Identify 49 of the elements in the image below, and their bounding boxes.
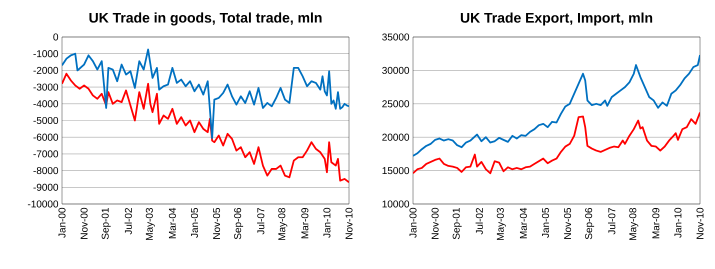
x-tick-label: Nov-05	[564, 208, 572, 239]
y-tick-label: -3000	[33, 84, 58, 91]
x-tick-label: Jul-07	[608, 208, 616, 234]
x-tick-label: Sep-06	[585, 208, 594, 240]
y-tick-label: -8000	[33, 167, 58, 174]
x-tick-label: Nov-05	[213, 208, 220, 239]
x-tick-label: Jan-05	[190, 208, 198, 238]
x-tick-label: Jul-02	[124, 208, 132, 234]
chart-title: UK Trade Export, Import, mln	[460, 12, 652, 26]
x-tick-label: Jan-00	[58, 208, 66, 238]
y-tick-label: -7000	[33, 150, 58, 158]
y-tick-label: 35000	[382, 33, 410, 41]
x-tick-label: Nov-00	[432, 208, 439, 239]
y-tick-label: -6000	[33, 134, 58, 141]
y-tick-label: 20000	[382, 134, 410, 141]
x-tick-label: Mar-04	[520, 208, 527, 238]
x-tick-label: Jan-05	[542, 208, 549, 238]
x-tick-label: May-03	[496, 208, 506, 240]
y-tick-label: -2000	[33, 66, 58, 74]
y-tick-label: -5000	[33, 116, 58, 124]
y-tick-label: -1000	[33, 50, 58, 58]
y-tick-label: 25000	[382, 100, 410, 108]
y-tick-label: -4000	[33, 100, 58, 108]
x-tick-label: May-08	[278, 208, 288, 240]
x-tick-label: Nov-00	[80, 208, 88, 239]
y-tick-label: 30000	[382, 66, 410, 74]
line-series	[62, 48, 350, 139]
x-tick-label: May-08	[629, 208, 638, 240]
y-tick-label: 10000	[382, 200, 410, 208]
line-series	[62, 72, 350, 184]
x-tick-label: Sep-01	[452, 208, 462, 240]
x-tick-label: Mar-09	[652, 208, 660, 238]
chart-title: UK Trade in goods, Total trade, mln	[89, 12, 322, 26]
x-tick-label: Nov-10	[696, 208, 704, 239]
x-tick-label: Jul-07	[257, 208, 264, 234]
y-tick-label: 0	[53, 33, 58, 41]
x-tick-label: Sep-06	[234, 208, 244, 240]
x-tick-label: Jan-10	[323, 208, 330, 238]
x-tick-label: Mar-09	[301, 208, 308, 238]
x-tick-label: Jan-00	[409, 208, 417, 238]
x-tick-label: Jan-10	[674, 208, 682, 238]
y-tick-label: -9000	[33, 184, 58, 191]
x-tick-label: Sep-01	[102, 208, 111, 240]
x-tick-label: May-03	[146, 208, 155, 240]
x-tick-label: Nov-10	[345, 208, 353, 239]
y-tick-label: 15000	[382, 167, 410, 174]
x-tick-label: Mar-04	[168, 208, 176, 238]
x-tick-label: Jul-02	[476, 208, 483, 234]
y-tick-label: -10000	[28, 200, 58, 208]
